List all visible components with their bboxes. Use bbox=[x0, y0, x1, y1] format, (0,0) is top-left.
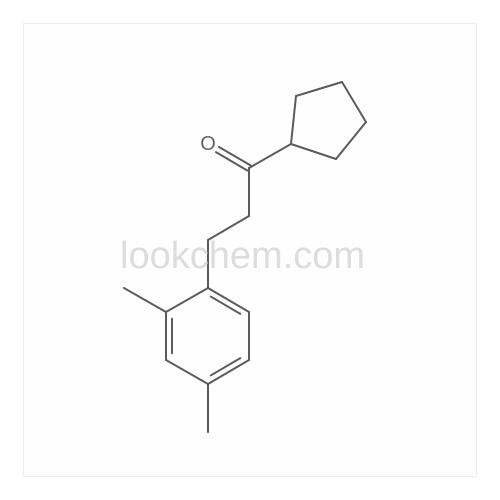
bond bbox=[249, 144, 291, 168]
canvas: O lookchem.com bbox=[0, 0, 500, 500]
bond bbox=[208, 360, 249, 384]
bond bbox=[166, 288, 208, 312]
molecule-frame: O bbox=[23, 23, 477, 477]
bond bbox=[166, 360, 208, 384]
bond bbox=[124, 288, 166, 312]
bond bbox=[336, 122, 366, 159]
bond bbox=[342, 82, 366, 122]
bond bbox=[296, 82, 342, 96]
atom-label-o: O bbox=[200, 133, 216, 155]
bond bbox=[208, 288, 249, 312]
molecule-svg: O bbox=[24, 24, 478, 478]
bond bbox=[291, 96, 296, 144]
bond bbox=[291, 144, 336, 159]
bond bbox=[208, 216, 249, 240]
